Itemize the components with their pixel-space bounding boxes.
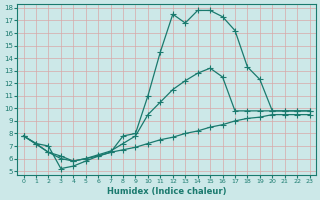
X-axis label: Humidex (Indice chaleur): Humidex (Indice chaleur)	[107, 187, 226, 196]
